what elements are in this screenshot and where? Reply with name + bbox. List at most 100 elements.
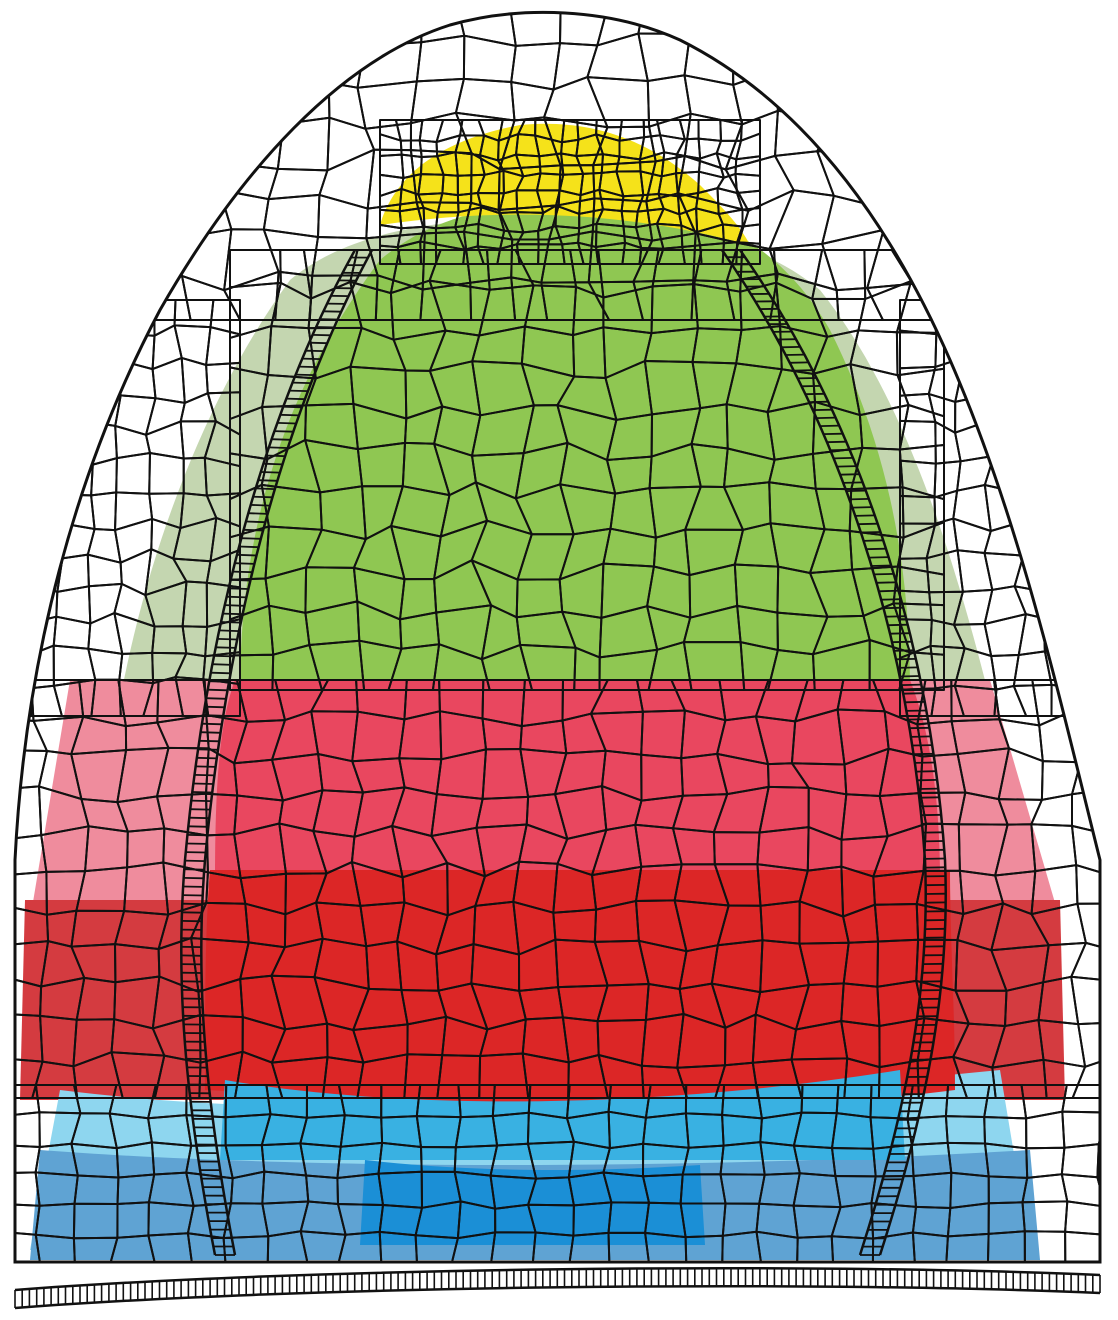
cell bbox=[684, 1234, 724, 1263]
ladder-left-inner bbox=[200, 249, 374, 1256]
ladder-rung bbox=[243, 528, 264, 532]
cell bbox=[337, 1230, 383, 1263]
dome-boundary bbox=[13, 10, 1102, 1264]
ladder-rung bbox=[224, 604, 245, 607]
ladder-rung bbox=[816, 416, 836, 419]
ladder-rung bbox=[910, 735, 931, 738]
ladder-rung bbox=[248, 512, 268, 515]
blue-cell-grid bbox=[15, 1084, 1100, 1263]
cell bbox=[531, 1231, 575, 1263]
ladder-rung bbox=[280, 413, 300, 417]
ladder-rung bbox=[298, 365, 318, 368]
ladder-rung bbox=[863, 539, 884, 542]
ladder-rung bbox=[214, 654, 234, 658]
cell bbox=[1071, 786, 1100, 839]
ladder-rung bbox=[195, 765, 216, 768]
cell bbox=[34, 1233, 76, 1263]
ladder-rung bbox=[889, 632, 910, 635]
ladder-rung bbox=[200, 731, 221, 734]
cell bbox=[755, 1230, 799, 1263]
ladder-rung bbox=[881, 598, 901, 601]
left-ladder-rungs bbox=[181, 249, 372, 1256]
cell bbox=[830, 1235, 875, 1263]
ladder-rung bbox=[253, 495, 273, 499]
ladder-rung bbox=[263, 462, 283, 466]
ladder-rung bbox=[266, 454, 286, 458]
ladder-rung bbox=[215, 646, 236, 649]
ladder-rung bbox=[255, 487, 275, 490]
cell bbox=[898, 651, 945, 691]
cell bbox=[721, 1230, 763, 1263]
cell bbox=[450, 1231, 497, 1263]
ladder-rung bbox=[250, 504, 271, 507]
region-deep-blue-core bbox=[360, 1160, 705, 1245]
cell bbox=[299, 1230, 347, 1263]
ladder-rung bbox=[866, 547, 886, 551]
cell bbox=[1071, 752, 1100, 796]
ladder-rung bbox=[217, 638, 238, 641]
base-ladder-strip bbox=[14, 1266, 1101, 1310]
ladder-rung bbox=[876, 581, 897, 584]
ladder-rung bbox=[891, 640, 912, 644]
ladder-rung bbox=[234, 562, 255, 565]
cell bbox=[1077, 1021, 1100, 1068]
ladder-rung bbox=[184, 859, 205, 862]
ladder-rung bbox=[819, 424, 840, 427]
cell bbox=[945, 1232, 990, 1263]
ladder-rung bbox=[899, 675, 920, 678]
ladder-rung bbox=[274, 430, 294, 433]
ladder-rung bbox=[904, 700, 925, 704]
ladder-rung bbox=[903, 692, 924, 695]
ladder-rung bbox=[199, 739, 220, 743]
cell bbox=[1071, 1054, 1100, 1099]
cell bbox=[222, 1235, 270, 1263]
ladder-rung bbox=[198, 748, 219, 751]
ladder-rung bbox=[239, 545, 259, 549]
ladder-rung bbox=[271, 438, 291, 441]
ladder-rung bbox=[236, 553, 257, 557]
ladder-rung bbox=[220, 621, 241, 624]
cell bbox=[147, 1232, 194, 1263]
base-strip-top bbox=[14, 1266, 1101, 1292]
cell bbox=[1076, 902, 1100, 954]
cell bbox=[871, 1231, 916, 1263]
ladder-rung bbox=[840, 473, 860, 476]
ladder-rung bbox=[191, 799, 212, 802]
cell bbox=[1096, 1143, 1100, 1180]
ladder-rung bbox=[194, 774, 215, 777]
cell bbox=[1071, 824, 1100, 880]
ladder-rung bbox=[184, 868, 205, 871]
ladder-rung bbox=[833, 457, 853, 460]
ladder-rung bbox=[289, 389, 309, 392]
ladder-rung bbox=[283, 405, 303, 409]
ladder-rung bbox=[209, 680, 230, 683]
region-red-band bbox=[205, 870, 955, 1107]
ladder-rung bbox=[277, 422, 297, 425]
cell bbox=[1064, 1200, 1100, 1236]
ladder-rung bbox=[196, 756, 217, 760]
ladder-rung bbox=[206, 697, 227, 700]
ladder-rung bbox=[887, 623, 908, 627]
ladder-rung bbox=[885, 615, 906, 618]
ladder-rung bbox=[201, 722, 222, 726]
ladder-rung bbox=[295, 373, 315, 376]
red-cell-grid bbox=[15, 679, 1100, 1099]
cell bbox=[1070, 975, 1100, 1026]
ladder-rung bbox=[228, 587, 249, 590]
cell bbox=[1023, 1230, 1067, 1263]
cell bbox=[414, 1234, 459, 1263]
cell bbox=[108, 1234, 157, 1263]
ladder-rung bbox=[222, 612, 243, 616]
ladder-rung bbox=[893, 649, 914, 652]
ladder-rung bbox=[230, 579, 251, 582]
ladder-rung bbox=[846, 489, 866, 492]
ladder-rung bbox=[830, 448, 850, 452]
dome-outline bbox=[13, 10, 1102, 1264]
ladder-rung bbox=[210, 671, 231, 675]
cell bbox=[15, 1230, 42, 1263]
cell bbox=[568, 1231, 611, 1263]
ladder-strands bbox=[180, 249, 947, 1256]
ladder-rung bbox=[871, 564, 892, 567]
ladder-rung bbox=[232, 570, 253, 574]
